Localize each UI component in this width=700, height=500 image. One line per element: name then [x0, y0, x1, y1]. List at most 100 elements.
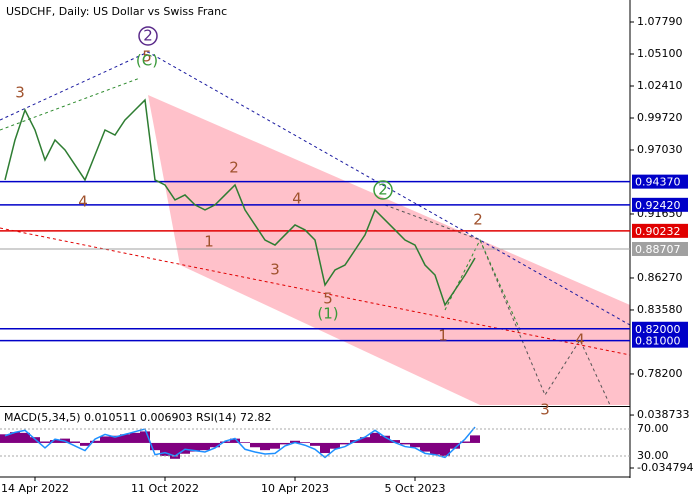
chart-title: USDCHF, Daily: US Dollar vs Swiss Franc	[6, 5, 227, 18]
macd-bar	[240, 442, 250, 443]
wave-label: 4	[78, 193, 88, 211]
wave-label: 5	[323, 290, 333, 308]
macd-bar	[20, 432, 30, 443]
macd-bar	[390, 440, 400, 443]
level-box	[632, 197, 688, 212]
x-tick-label: 14 Apr 2022	[1, 482, 69, 495]
macd-bar	[410, 442, 420, 448]
x-tick-label: 11 Oct 2022	[131, 482, 199, 495]
y-tick-label: 0.78200	[637, 367, 683, 380]
macd-bar	[400, 442, 410, 445]
wave-label: 3	[540, 401, 550, 419]
forecast-line	[384, 204, 611, 406]
level-box	[632, 223, 688, 238]
macd-bar	[70, 441, 80, 443]
trend-line	[0, 227, 631, 356]
y-tick-label: 1.05100	[637, 47, 683, 60]
wave-label: 1	[438, 327, 448, 345]
wave-label: 3	[270, 261, 280, 279]
macd-bar	[380, 435, 390, 443]
macd-bar	[280, 442, 290, 445]
y-tick-label: 0.97030	[637, 143, 683, 156]
macd-bar	[50, 440, 60, 443]
y-tick-label: 0.83580	[637, 303, 683, 316]
indicator-label: MACD(5,34,5) 0.010511 0.006903 RSI(14) 7…	[4, 411, 271, 424]
level-box	[632, 333, 688, 348]
wave-line	[0, 77, 141, 131]
y-tick-label: 0.86270	[637, 271, 683, 284]
wave-label: 2	[473, 211, 483, 229]
wave-label: (C)	[136, 52, 158, 70]
macd-bar	[200, 442, 210, 451]
wave-line	[0, 51, 631, 326]
macd-bar	[110, 435, 120, 443]
macd-bar	[470, 435, 480, 443]
y-tick-label: 70.00	[637, 422, 669, 435]
wave-label: 1	[204, 233, 214, 251]
macd-bar	[10, 432, 20, 443]
macd-bar	[100, 436, 110, 443]
macd-bar	[170, 442, 180, 459]
macd-bar	[300, 442, 310, 443]
level-box	[632, 321, 688, 336]
macd-bar	[140, 431, 150, 443]
macd-bar	[80, 442, 90, 446]
y-tick-label: 1.02410	[637, 79, 683, 92]
level-label: 0.94370	[635, 176, 681, 189]
y-tick-label: 0.038733	[637, 408, 690, 421]
wave-label: 3	[15, 84, 25, 102]
macd-bar	[190, 442, 200, 452]
level-label: 0.92420	[635, 199, 681, 212]
macd-bar	[450, 442, 460, 449]
macd-bar	[460, 441, 470, 443]
x-tick-label: 5 Oct 2023	[384, 482, 445, 495]
macd-bar	[260, 442, 270, 451]
macd-bar	[180, 442, 190, 454]
y-tick-label: -0.034794	[637, 461, 693, 474]
macd-bar	[220, 441, 230, 443]
y-tick-label: 1.07790	[637, 15, 683, 28]
price-line	[4, 98, 476, 307]
macd-bar	[360, 437, 370, 443]
x-tick-label: 10 Apr 2023	[261, 482, 329, 495]
level-label: 0.90232	[635, 225, 681, 238]
rsi-line	[4, 426, 476, 459]
wave-label: (1)	[317, 305, 338, 323]
macd-bar	[0, 434, 10, 443]
macd-bar	[250, 442, 260, 448]
y-tick-label: 30.00	[637, 449, 669, 462]
macd-bar	[430, 442, 440, 455]
level-box	[632, 241, 688, 256]
wave-circle	[373, 180, 393, 200]
level-box	[632, 174, 688, 189]
level-label: 0.81000	[635, 335, 681, 348]
wave-label: 4	[575, 331, 585, 349]
wave-label: 4	[292, 190, 302, 208]
macd-bar	[130, 432, 140, 443]
macd-bar	[120, 434, 130, 443]
macd-bar	[440, 442, 450, 456]
wave-label: 5	[142, 48, 152, 66]
macd-bar	[420, 442, 430, 452]
macd-bar	[270, 442, 280, 449]
macd-bar	[150, 442, 160, 451]
macd-bar	[210, 442, 220, 448]
level-label: 0.82000	[635, 323, 681, 336]
wave-label: 2	[143, 27, 153, 45]
macd-bar	[340, 442, 350, 445]
macd-bar	[320, 442, 330, 454]
wave-label: 2	[378, 181, 388, 199]
macd-bar	[90, 440, 100, 443]
macd-bar	[330, 442, 340, 449]
wave-label: 2	[229, 159, 239, 177]
wave-circle	[138, 26, 158, 46]
macd-bar	[310, 442, 320, 446]
macd-bar	[230, 438, 240, 443]
macd-bar	[40, 441, 50, 443]
macd-bar	[370, 432, 380, 443]
level-label: 0.88707	[635, 243, 681, 256]
y-tick-label: 0.99720	[637, 111, 683, 124]
macd-bar	[160, 442, 170, 456]
channel	[148, 95, 630, 405]
